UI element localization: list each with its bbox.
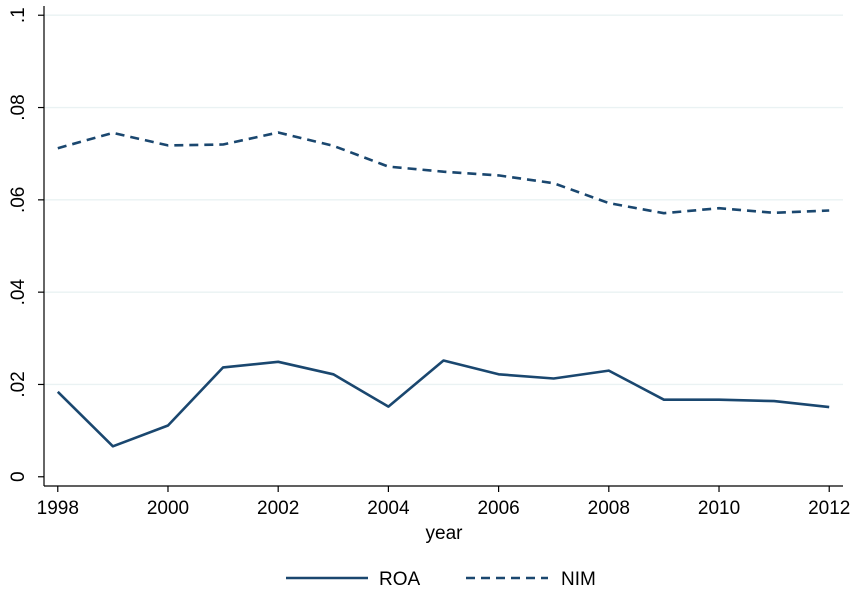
series-lines xyxy=(56,131,830,448)
x-tick-label: 2006 xyxy=(477,498,519,519)
x-tick-label: 2000 xyxy=(147,498,189,519)
y-tick-label: .04 xyxy=(8,279,29,306)
legend-label-roa: ROA xyxy=(379,569,421,590)
series-line-nim xyxy=(57,131,830,215)
legend: ROA NIM xyxy=(286,569,596,590)
y-tick-label: .06 xyxy=(8,187,29,213)
y-tick-label: 0 xyxy=(8,471,29,482)
y-tick-label: .02 xyxy=(8,371,29,397)
series-line-roa xyxy=(56,359,830,448)
grid-lines xyxy=(44,14,843,386)
x-tick-label: 2004 xyxy=(367,498,410,519)
x-tick-label: 2002 xyxy=(257,498,299,519)
y-tick-label: .08 xyxy=(8,94,29,120)
x-tick-label: 1998 xyxy=(37,498,79,519)
legend-label-nim: NIM xyxy=(561,569,596,590)
x-axis-title: year xyxy=(426,523,464,544)
x-tick-label: 2010 xyxy=(698,498,740,519)
y-tick-label: .1 xyxy=(8,7,29,23)
x-tick-label: 2012 xyxy=(808,498,850,519)
x-tick-label: 2008 xyxy=(588,498,630,519)
ticks: 0 .02 .04 .06 .08 .1 1998 2000 2002 2004 2006 2008 2… xyxy=(8,7,850,519)
axes xyxy=(43,6,843,487)
